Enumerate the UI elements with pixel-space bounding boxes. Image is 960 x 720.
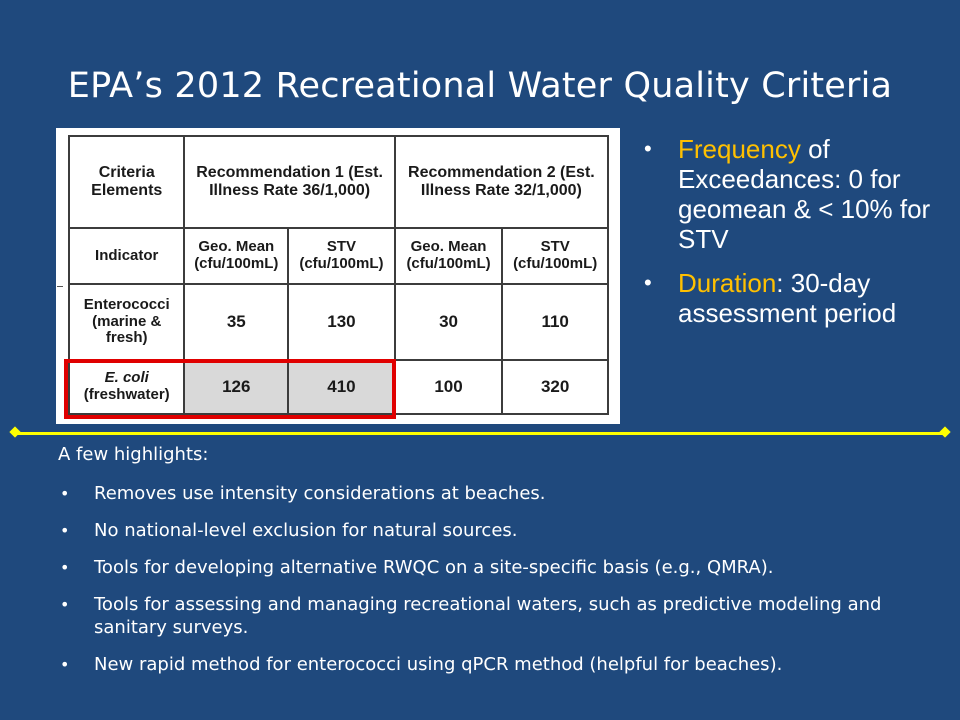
divider-line <box>9 426 951 438</box>
value-cell: 126 <box>183 359 290 415</box>
indicator-enterococci: Enterococci (marine & fresh) <box>67 283 186 361</box>
criteria-table-image: Criteria Elements Recommendation 1 (Est.… <box>56 128 620 424</box>
bullet-text: of Exceedances: 0 for geomean & < 10% fo… <box>678 134 931 254</box>
divider-endpoint-right <box>939 426 951 438</box>
list-item: • No national-level exclusion for natural… <box>58 519 938 542</box>
highlight-text: Tools for developing alternative RWQC on… <box>94 557 774 578</box>
ecoli-name: E. coli <box>104 369 149 387</box>
value-cell: 320 <box>501 359 609 415</box>
bullet-icon: • <box>60 595 70 614</box>
ecoli-habitat: (freshwater) <box>83 386 170 403</box>
ecoli-highlight-box <box>64 359 396 419</box>
bullet-icon: • <box>60 521 70 540</box>
list-item: • Duration: 30-day assessment period <box>644 268 944 328</box>
bullet-icon: • <box>644 270 652 295</box>
header-recommendation-1: Recommendation 1 (Est. Illness Rate 36/1… <box>183 135 396 229</box>
header-stv-2: STV (cfu/100mL) <box>501 227 609 285</box>
highlights-list: • Removes use intensity considerations at… <box>58 482 938 690</box>
value-cell: 35 <box>183 283 290 361</box>
slide-title: EPA’s 2012 Recreational Water Quality Cr… <box>67 66 893 106</box>
bullet-text: : 30-day assessment period <box>678 268 897 328</box>
value-cell: 110 <box>501 283 609 361</box>
criteria-bullets: • Frequency of Exceedances: 0 for geomea… <box>644 134 944 342</box>
bullet-icon: • <box>60 655 70 674</box>
divider-endpoint-left <box>9 426 21 438</box>
value-cell: 410 <box>287 359 396 415</box>
value-cell: 100 <box>393 359 504 415</box>
indicator-ecoli: E. coli (freshwater) <box>67 359 186 415</box>
bullet-icon: • <box>60 484 70 503</box>
list-item: • Frequency of Exceedances: 0 for geomea… <box>644 134 944 254</box>
list-item: • New rapid method for enterococci using … <box>58 653 938 676</box>
header-geo-mean-2: Geo. Mean (cfu/100mL) <box>393 227 504 285</box>
highlight-text: New rapid method for enterococci using q… <box>94 654 783 675</box>
bullet-icon: • <box>60 558 70 577</box>
highlight-text: Removes use intensity considerations at … <box>94 483 546 504</box>
dash-mark <box>57 286 63 287</box>
header-indicator: Indicator <box>67 227 186 285</box>
highlights-title: A few highlights: <box>58 444 209 465</box>
value-cell: 130 <box>287 283 396 361</box>
highlight-text: Tools for assessing and managing recreat… <box>94 594 882 638</box>
value-cell: 30 <box>393 283 504 361</box>
list-item: • Tools for assessing and managing recrea… <box>58 593 938 639</box>
list-item: • Removes use intensity considerations at… <box>58 482 938 505</box>
list-item: • Tools for developing alternative RWQC o… <box>58 556 938 579</box>
bullet-accent: Frequency <box>678 134 801 164</box>
bullet-icon: • <box>644 136 652 161</box>
header-geo-mean-1: Geo. Mean (cfu/100mL) <box>183 227 290 285</box>
header-stv-1: STV (cfu/100mL) <box>287 227 396 285</box>
bullet-accent: Duration <box>678 268 777 298</box>
criteria-table: Criteria Elements Recommendation 1 (Est.… <box>67 135 610 415</box>
table-row: Enterococci (marine & fresh) 35 130 30 1… <box>67 283 609 361</box>
header-criteria-elements: Criteria Elements <box>67 135 186 229</box>
highlight-text: No national-level exclusion for natural … <box>94 520 518 541</box>
header-recommendation-2: Recommendation 2 (Est. Illness Rate 32/1… <box>393 135 610 229</box>
